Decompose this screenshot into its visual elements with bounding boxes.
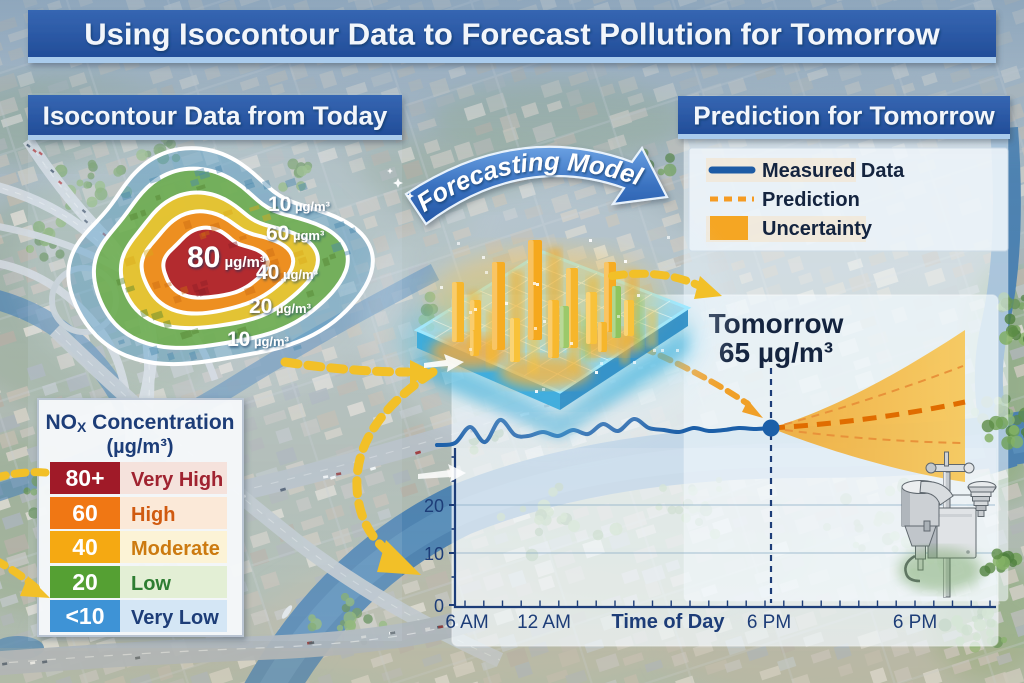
svg-text:Using Isocontour Data to Forec: Using Isocontour Data to Forecast Pollut… (84, 17, 940, 52)
svg-text:(µg/m³): (µg/m³) (106, 436, 173, 458)
svg-text:40: 40 (72, 534, 98, 560)
svg-text:65 µg/m³: 65 µg/m³ (719, 337, 833, 368)
svg-text:20: 20 (72, 569, 98, 595)
svg-text:20 µg/m³: 20 µg/m³ (249, 295, 312, 318)
svg-text:80+: 80+ (65, 465, 104, 491)
svg-text:Isocontour Data from Today: Isocontour Data from Today (43, 100, 388, 130)
svg-text:Uncertainty: Uncertainty (762, 218, 873, 240)
svg-text:Very High: Very High (131, 469, 223, 491)
svg-text:Prediction: Prediction (762, 189, 860, 211)
svg-text:Moderate: Moderate (131, 538, 220, 560)
svg-text:Low: Low (131, 573, 171, 595)
svg-text:6 PM: 6 PM (893, 612, 937, 633)
svg-text:Measured Data: Measured Data (762, 160, 905, 182)
svg-text:Prediction for Tomorrow: Prediction for Tomorrow (693, 100, 995, 130)
svg-text:Tomorrow: Tomorrow (709, 308, 844, 339)
svg-text:NOX Concentration: NOX Concentration (45, 411, 234, 435)
svg-text:40 µg/m³: 40 µg/m³ (256, 261, 319, 284)
svg-text:Very Low: Very Low (131, 607, 219, 629)
svg-text:10 µg/m³: 10 µg/m³ (227, 328, 290, 351)
svg-text:<10: <10 (65, 603, 104, 629)
svg-text:10: 10 (424, 544, 444, 564)
svg-text:60 µgm³: 60 µgm³ (266, 222, 325, 245)
svg-text:20: 20 (424, 496, 444, 516)
svg-text:6 PM: 6 PM (747, 612, 791, 633)
svg-text:60: 60 (72, 500, 98, 526)
svg-text:0: 0 (434, 596, 444, 616)
svg-text:10 µg/m³: 10 µg/m³ (268, 193, 331, 216)
svg-text:6 AM: 6 AM (445, 612, 488, 633)
svg-text:Time of Day: Time of Day (612, 611, 726, 633)
svg-text:12 AM: 12 AM (517, 612, 571, 633)
svg-text:High: High (131, 504, 175, 526)
